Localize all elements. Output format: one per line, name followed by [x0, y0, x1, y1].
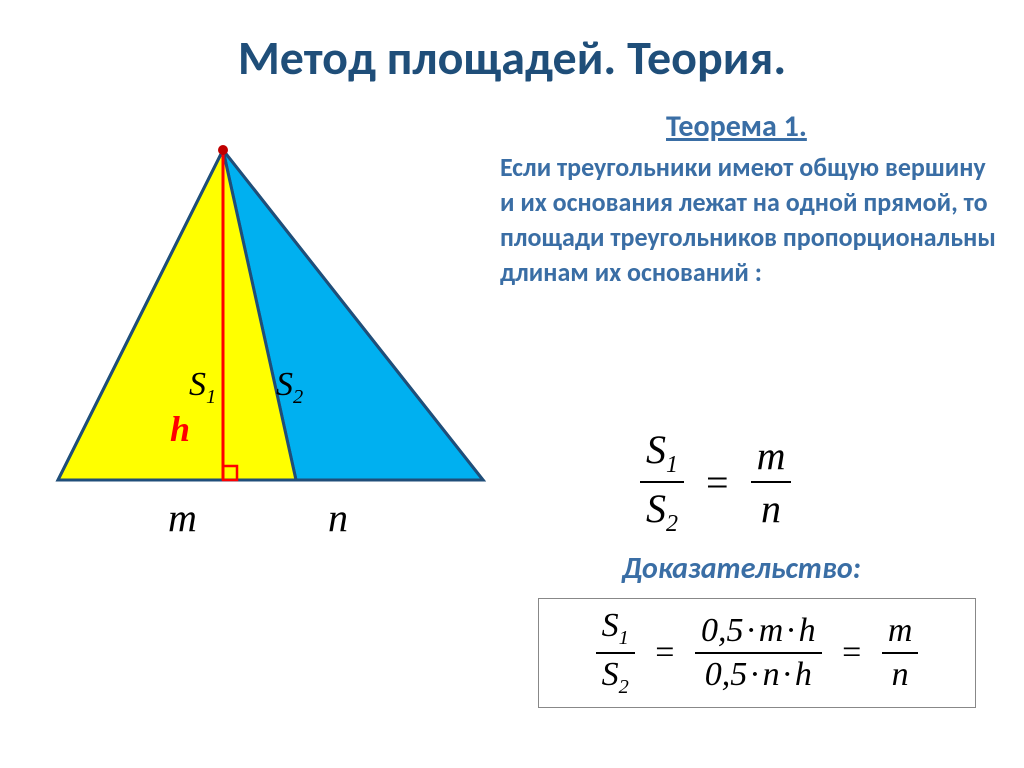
formula-proof-last-den: n: [882, 652, 919, 694]
formula-proof-first-num: S1: [596, 607, 635, 652]
label-s1: S1: [189, 366, 216, 409]
label-h: h: [170, 408, 190, 450]
formula-proof-last-num: m: [882, 612, 919, 652]
proof-label: Доказательство:: [622, 550, 861, 587]
formula-main-right-den: n: [751, 481, 792, 532]
formula-main-right-num: m: [751, 432, 792, 481]
formula-proof-mid-den: 0,5·n·h: [695, 652, 822, 694]
formula-proof-first-den: S2: [596, 652, 635, 699]
label-s2: S2: [276, 366, 303, 409]
theorem-text: Если треугольники имеют общую вершину и …: [500, 150, 1000, 290]
label-n: n: [328, 494, 348, 541]
label-m: m: [168, 494, 197, 541]
formula-main-left-den: S2: [640, 481, 684, 538]
formula-main-left-num: S1: [640, 426, 684, 481]
theorem-subtitle: Теорема 1.: [666, 108, 807, 145]
formula-main: S1 S2 = m n: [640, 426, 791, 538]
formula-proof: S1 S2 = 0,5·m·h 0,5·n·h = m n: [538, 598, 976, 708]
triangle-diagram: S1 S2 h m n: [28, 130, 498, 530]
formula-proof-mid-num: 0,5·m·h: [695, 612, 822, 652]
page-title: Метод площадей. Теория.: [0, 28, 1024, 87]
